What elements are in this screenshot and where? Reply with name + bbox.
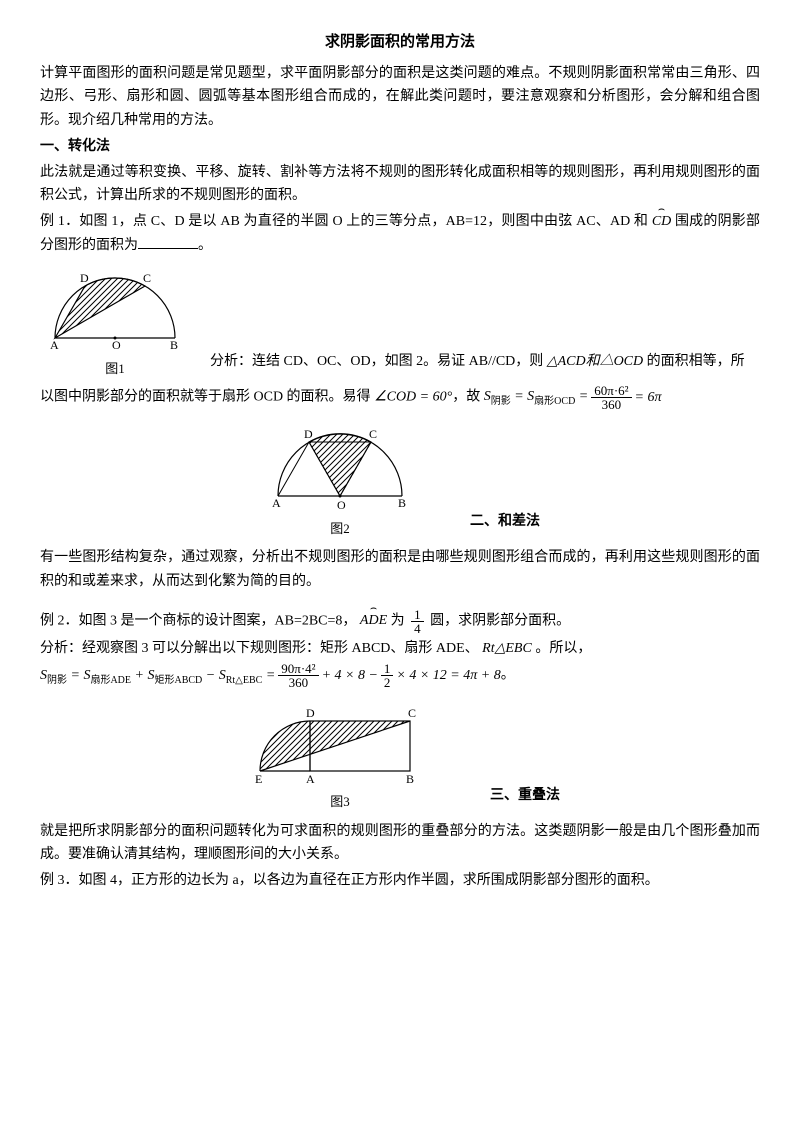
arc-cd: CD <box>652 210 671 234</box>
svg-text:C: C <box>143 271 151 285</box>
svg-text:A: A <box>306 772 315 786</box>
section3-heading: 三、重叠法 <box>490 784 560 814</box>
svg-text:D: D <box>80 271 89 285</box>
section2-heading: 二、和差法 <box>470 510 540 540</box>
example2-b: 为 <box>391 613 405 628</box>
formula2-line: S阴影 = S扇形ADE + S矩形ABCD − SRt△EBC = 90π·4… <box>40 662 760 689</box>
example1-text: 例 1．如图 1，点 C、D 是以 AB 为直径的半圆 O 上的三等分点，AB=… <box>40 210 760 258</box>
figure1-block: A B O D C 图1 <box>40 266 190 380</box>
svg-text:B: B <box>406 772 414 786</box>
triangle-acd-ocd: △ACD和△OCD <box>547 354 643 369</box>
section1-paragraph: 此法就是通过等积变换、平移、旋转、割补等方法将不规则的图形转化成面积相等的规则图… <box>40 161 760 209</box>
analysis1-a: 分析：连结 CD、OC、OD，如图 2。易证 AB//CD，则 <box>210 354 543 369</box>
example1-lead: 例 1．如图 1，点 C、D 是以 AB 为直径的半圆 O 上的三等分点，AB=… <box>40 214 648 229</box>
intro-paragraph: 计算平面图形的面积问题是常见题型，求平面阴影部分的面积是这类问题的难点。不规则阴… <box>40 62 760 133</box>
section1-heading: 一、转化法 <box>40 135 760 159</box>
example2-a: 例 2．如图 3 是一个商标的设计图案，AB=2BC=8， <box>40 613 356 628</box>
svg-text:A: A <box>272 496 281 510</box>
figure3-row: E A B D C 图3 三、重叠法 <box>40 699 760 813</box>
svg-text:B: B <box>170 338 178 352</box>
example2-text: 例 2．如图 3 是一个商标的设计图案，AB=2BC=8， ADE 为 14 圆… <box>40 608 760 635</box>
figure1-row: A B O D C 图1 分析：连结 CD、OC、OD，如图 2。易证 AB//… <box>40 266 760 380</box>
example3-text: 例 3．如图 4，正方形的边长为 a，以各边为直径在正方形内作半圆，求所围成阴影… <box>40 869 760 893</box>
analysis2-text: 分析：经观察图 3 可以分解出以下规则图形：矩形 ABCD、扇形 ADE、 Rt… <box>40 637 760 661</box>
figure3-label: 图3 <box>330 791 350 813</box>
frac-1-4: 14 <box>411 608 424 635</box>
figure2-svg: A B O D C <box>260 421 420 516</box>
svg-text:C: C <box>369 427 377 441</box>
page-title: 求阴影面积的常用方法 <box>40 30 760 56</box>
figure1-label: 图1 <box>105 358 125 380</box>
angle-cod: ∠COD = 60° <box>374 390 452 405</box>
analysis2-lead: 分析：经观察图 3 可以分解出以下规则图形：矩形 ABCD、扇形 ADE、 <box>40 641 479 656</box>
figure3-block: E A B D C 图3 <box>240 699 440 813</box>
figure2-row: A B O D C 图2 二、和差法 <box>40 421 760 540</box>
svg-text:C: C <box>408 706 416 720</box>
section3-paragraph: 就是把所求阴影部分的面积问题转化为可求面积的规则图形的重叠部分的方法。这类题阴影… <box>40 820 760 868</box>
figure1-svg: A B O D C <box>40 266 190 356</box>
svg-text:O: O <box>112 338 121 352</box>
section2-paragraph: 有一些图形结构复杂，通过观察，分析出不规则图形的面积是由哪些规则图形组合而成的，… <box>40 546 760 594</box>
svg-text:A: A <box>50 338 59 352</box>
analysis2-tail: 。所以， <box>535 641 591 656</box>
analysis1-b-lead: 的面积相等，所 <box>647 354 745 369</box>
figure2-label: 图2 <box>330 518 350 540</box>
gu-text: ，故 <box>452 390 480 405</box>
svg-text:D: D <box>306 706 315 720</box>
example2-c: 圆，求阴影部分面积。 <box>430 613 570 628</box>
arc-ade: ADE <box>360 609 387 633</box>
svg-text:D: D <box>304 427 313 441</box>
figure2-block: A B O D C 图2 <box>260 421 420 540</box>
formula-sum-diff: S阴影 = S扇形ADE + S矩形ABCD − SRt△EBC = 90π·4… <box>40 662 501 689</box>
rt-ebc: Rt△EBC <box>482 641 532 656</box>
svg-text:B: B <box>398 496 406 510</box>
svg-text:E: E <box>255 772 262 786</box>
answer-blank <box>138 234 198 249</box>
analysis1-text: 分析：连结 CD、OC、OD，如图 2。易证 AB//CD，则 △ACD和△OC… <box>210 350 760 380</box>
svg-text:O: O <box>337 498 346 512</box>
figure3-svg: E A B D C <box>240 699 440 789</box>
analysis1-continued: 以图中阴影部分的面积就等于扇形 OCD 的面积。易得 ∠COD = 60°，故 … <box>40 384 760 411</box>
formula-s-shadow: S阴影 = S扇形OCD = 60π·6²360 = 6π <box>484 384 662 411</box>
